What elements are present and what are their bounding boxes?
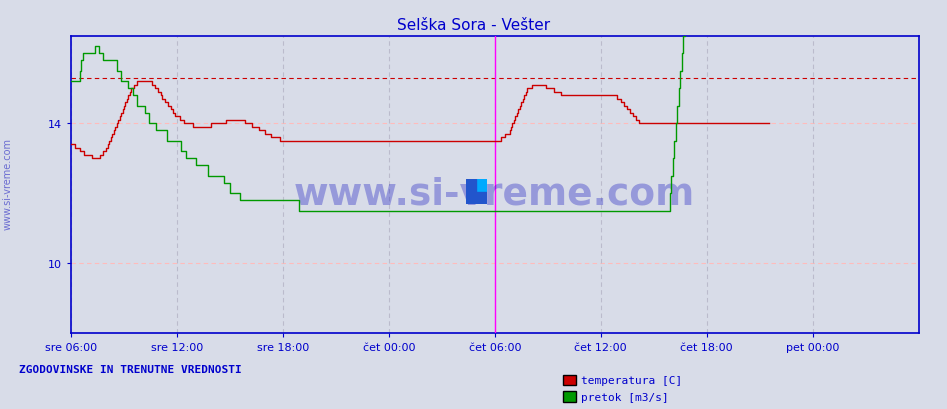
- Bar: [476, 180, 487, 192]
- Text: temperatura [C]: temperatura [C]: [581, 375, 682, 385]
- Text: ZGODOVINSKE IN TRENUTNE VREDNOSTI: ZGODOVINSKE IN TRENUTNE VREDNOSTI: [19, 364, 241, 374]
- Bar: [466, 180, 476, 192]
- Text: pretok [m3/s]: pretok [m3/s]: [581, 392, 669, 402]
- Text: Selška Sora - Vešter: Selška Sora - Vešter: [397, 18, 550, 34]
- Polygon shape: [466, 180, 487, 204]
- Text: www.si-vreme.com: www.si-vreme.com: [3, 138, 12, 230]
- Polygon shape: [466, 180, 487, 204]
- Text: www.si-vreme.com: www.si-vreme.com: [295, 176, 695, 212]
